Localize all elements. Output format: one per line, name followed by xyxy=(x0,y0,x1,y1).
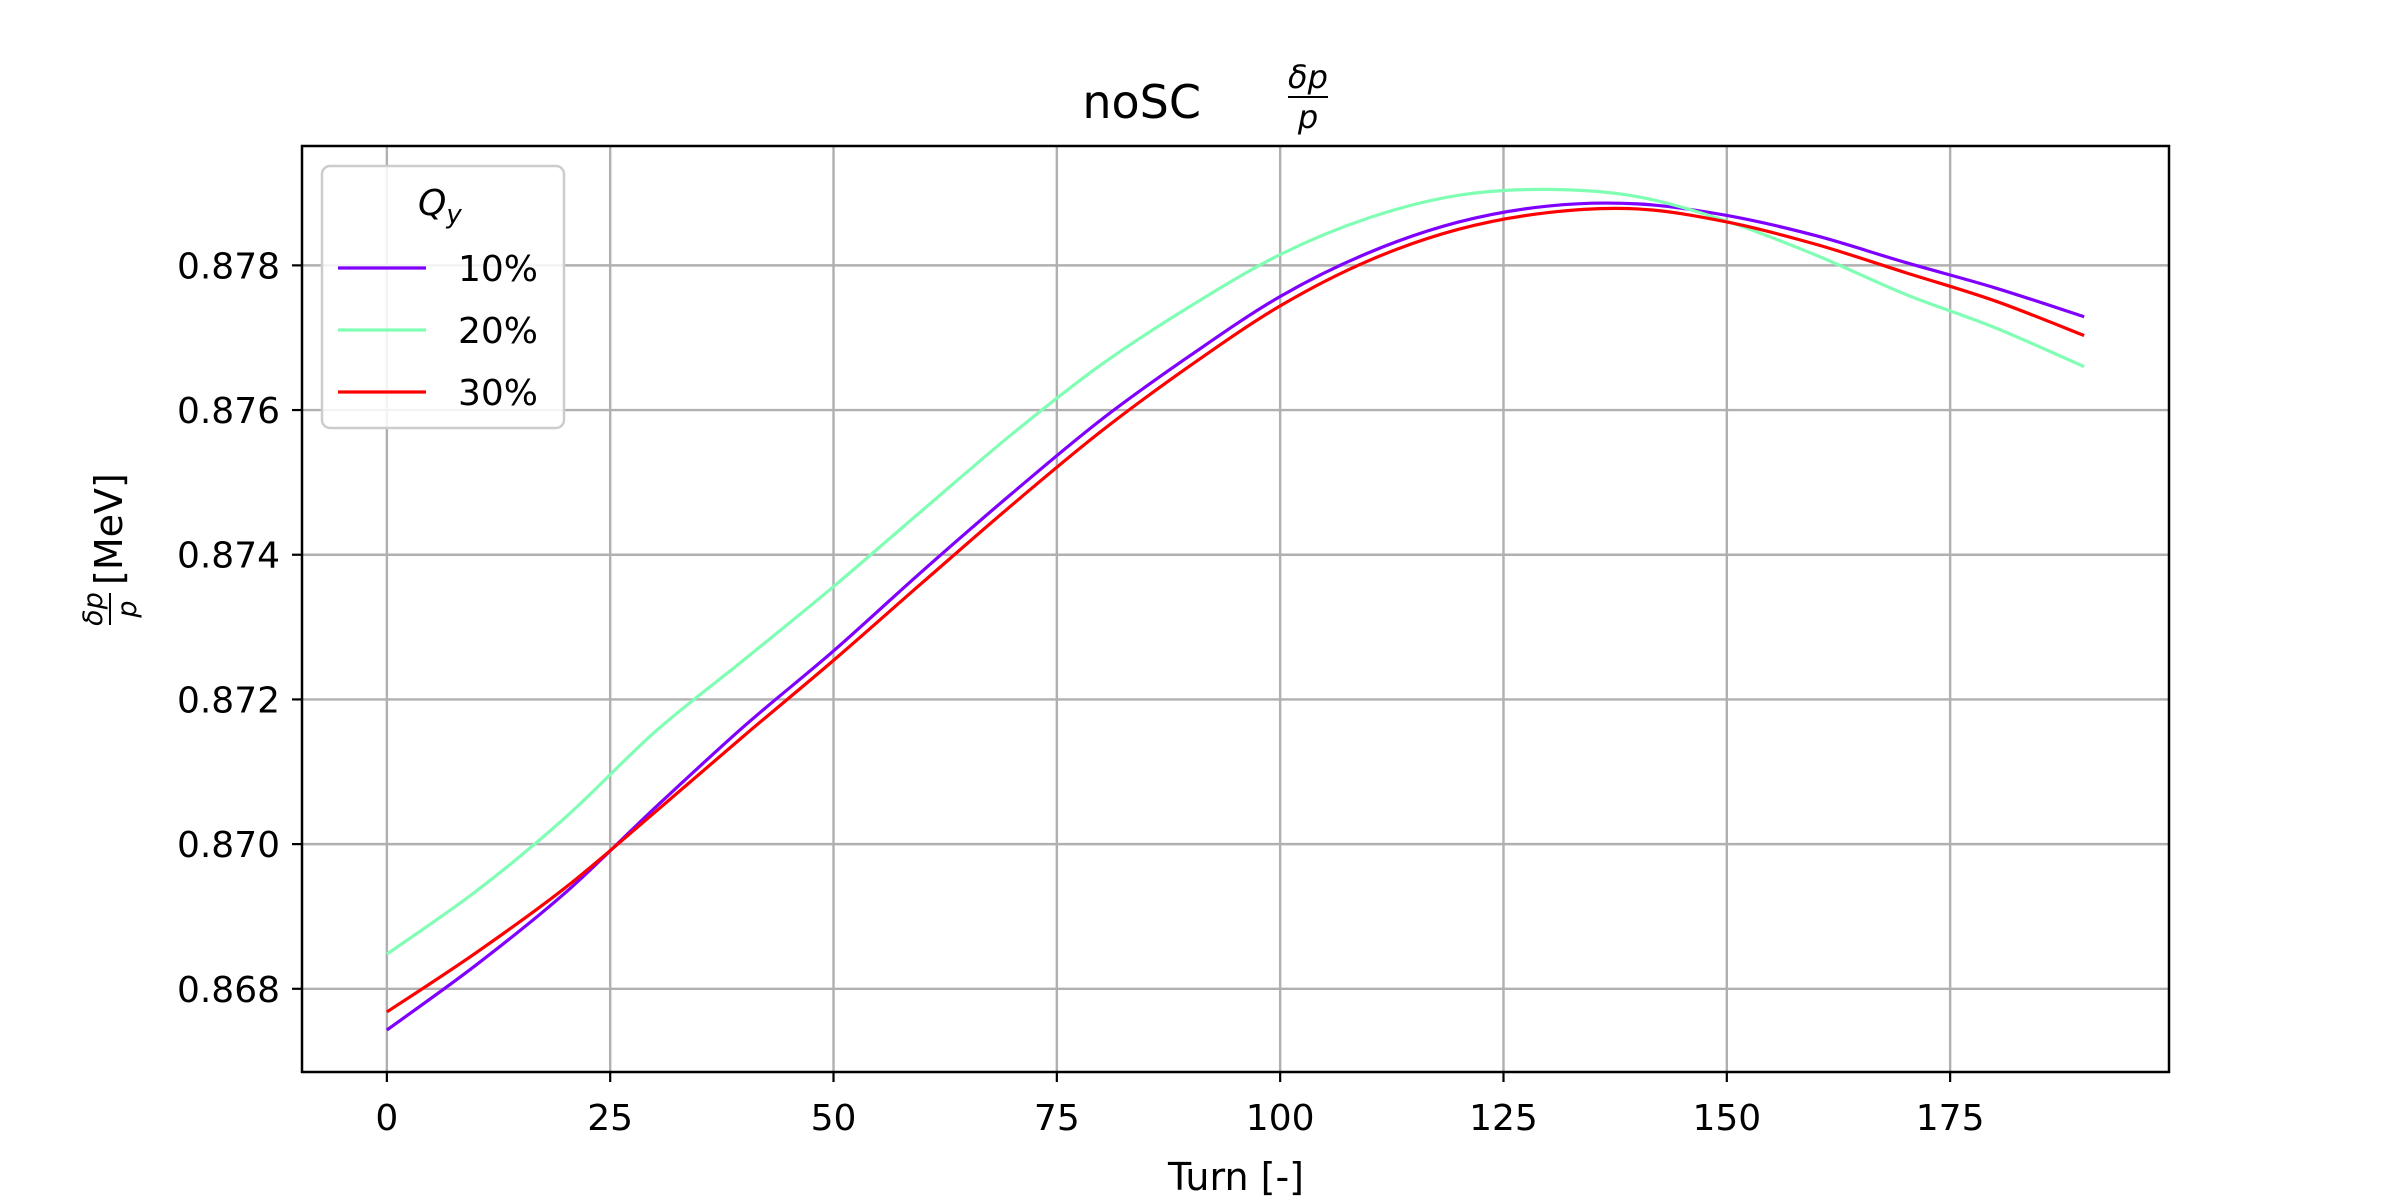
series-lines xyxy=(385,187,2085,1032)
legend-label: 10% xyxy=(458,249,538,290)
y-label-fraction-numerator: δp xyxy=(78,592,109,626)
y-tick-label: 0.872 xyxy=(177,680,280,721)
x-tick-label: 150 xyxy=(1692,1098,1761,1139)
title-fraction-numerator: δp xyxy=(1288,58,1328,96)
x-axis-label: Turn [-] xyxy=(1167,1155,1304,1199)
x-tick-label: 0 xyxy=(375,1098,398,1139)
legend-label: 20% xyxy=(458,311,538,352)
legend: Qy 10% 20% 30% xyxy=(320,164,566,430)
title-fraction-denominator: p xyxy=(1297,98,1318,136)
title-text: noSC xyxy=(1082,75,1201,129)
x-tick-label: 50 xyxy=(811,1098,857,1139)
x-tick-label: 25 xyxy=(587,1098,633,1139)
x-tick-label: 125 xyxy=(1469,1098,1538,1139)
y-label-fraction-denominator: p xyxy=(112,600,143,618)
y-tick-label: 0.876 xyxy=(177,391,280,432)
legend-title: Qy xyxy=(418,183,462,230)
y-axis-label: δp p [MeV] xyxy=(78,473,143,626)
chart-title: noSC δp p xyxy=(1082,58,1328,136)
x-tick-label: 100 xyxy=(1246,1098,1315,1139)
y-label-unit: [MeV] xyxy=(87,473,131,585)
y-tick-label: 0.878 xyxy=(177,246,280,287)
grid-lines xyxy=(302,146,2169,1072)
series-line-30pct xyxy=(385,206,2085,1014)
legend-box xyxy=(320,164,566,430)
x-tick-label: 175 xyxy=(1916,1098,1985,1139)
legend-items: 10% 20% 30% xyxy=(338,249,538,414)
y-tick-label: 0.868 xyxy=(177,970,280,1011)
y-tick-label: 0.870 xyxy=(177,825,280,866)
title-fraction: δp p xyxy=(1288,58,1328,136)
y-tick-label: 0.874 xyxy=(177,536,280,577)
y-axis: 0.868 0.870 0.872 0.874 0.876 0.878 xyxy=(177,246,302,1011)
series-line-20pct xyxy=(385,187,2085,956)
plot-frame xyxy=(300,144,2171,1074)
legend-label: 30% xyxy=(458,373,538,414)
series-line-10pct xyxy=(385,201,2085,1032)
x-axis: 0 25 50 75 100 125 150 175 xyxy=(375,1072,1985,1139)
x-tick-label: 75 xyxy=(1034,1098,1080,1139)
